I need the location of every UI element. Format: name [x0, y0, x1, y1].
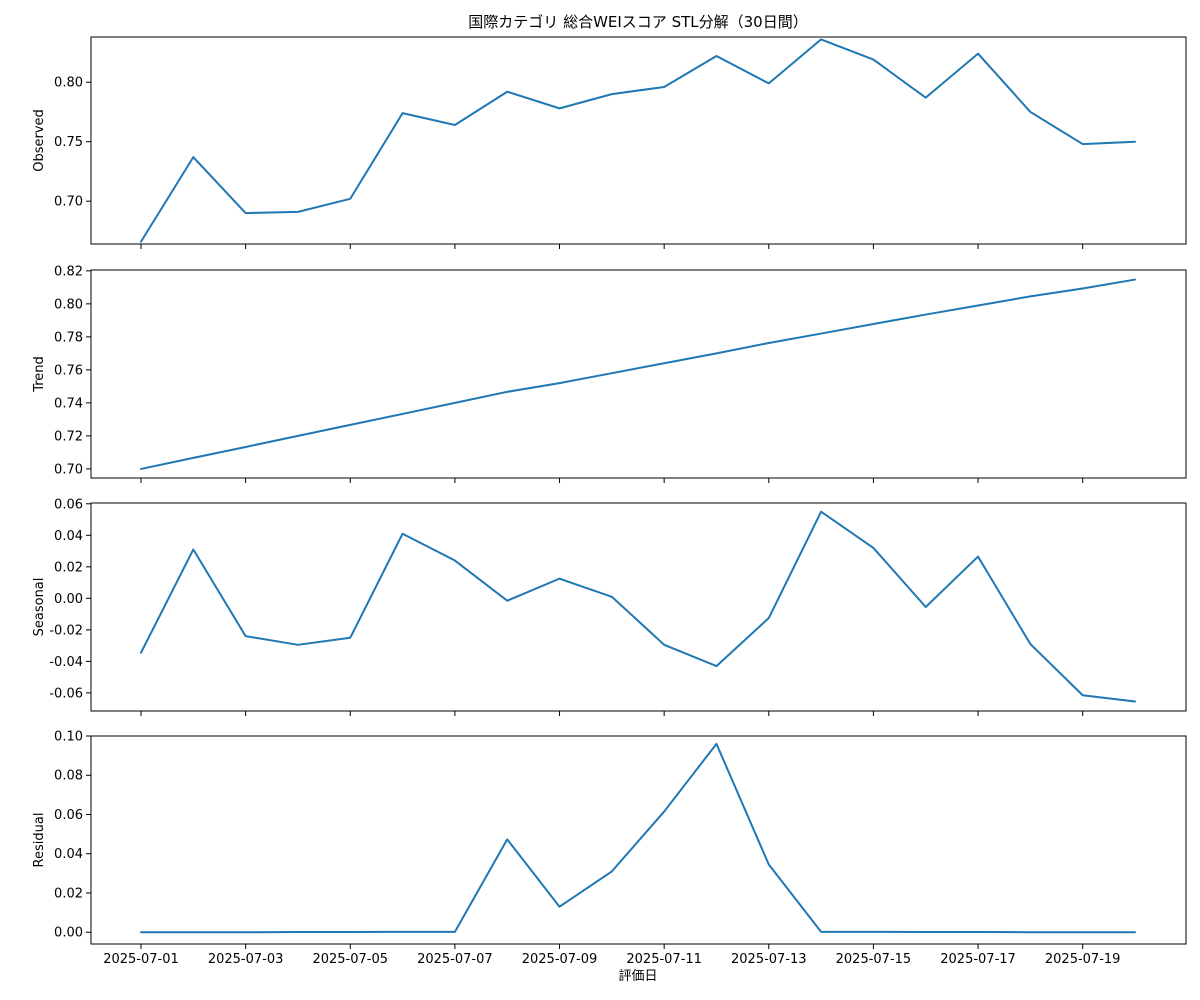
y-tick-label: 0.06	[54, 497, 83, 512]
axes-frame	[90, 269, 1187, 479]
y-tick-label: 0.00	[54, 926, 83, 941]
y-tick-label: 0.06	[54, 808, 83, 823]
axes-frame	[90, 36, 1187, 245]
y-tick-label: -0.04	[49, 655, 83, 670]
x-tick-label: 2025-07-11	[626, 952, 702, 967]
panel-seasonal: -0.06 -0.04 -0.02 0.00 0.02 0.04 0.06 Seasonal	[32, 497, 1187, 716]
x-tick-label: 2025-07-05	[312, 952, 388, 967]
y-tick-label: -0.06	[49, 686, 83, 701]
x-tick-label: 2025-07-13	[731, 952, 807, 967]
axes-frame	[90, 735, 1187, 945]
y-tick-label: 0.74	[54, 396, 83, 411]
series-line-residual	[140, 742, 1136, 934]
y-axis-label: Observed	[32, 109, 47, 172]
axes-frame	[90, 502, 1187, 712]
panel-trend: 0.70 0.72 0.74 0.76 0.78 0.80 0.82 Trend	[32, 264, 1187, 483]
series-line-observed	[140, 38, 1136, 243]
panel-observed: 0.70 0.75 0.80 Observed	[32, 36, 1187, 249]
y-axis-label: Residual	[32, 813, 47, 868]
y-tick-label: 0.04	[54, 847, 83, 862]
y-tick-label: 0.10	[54, 730, 83, 745]
y-tick-label: 0.80	[54, 76, 83, 91]
series-line-trend	[140, 278, 1136, 470]
x-axis-label: 評価日	[618, 969, 657, 984]
y-tick-label: 0.08	[54, 769, 83, 784]
y-tick-label: 0.72	[54, 429, 83, 444]
y-tick-label: 0.76	[54, 363, 83, 378]
y-tick-label: 0.02	[54, 886, 83, 901]
x-tick-label: 2025-07-01	[103, 952, 179, 967]
y-tick-label: 0.70	[54, 462, 83, 477]
x-tick-label: 2025-07-15	[836, 952, 912, 967]
y-tick-label: 0.82	[54, 264, 83, 279]
y-tick-label: -0.02	[49, 623, 83, 638]
x-tick-label: 2025-07-07	[417, 952, 493, 967]
y-tick-label: 0.02	[54, 560, 83, 575]
x-tick-label: 2025-07-09	[522, 952, 598, 967]
x-tick-label: 2025-07-03	[208, 952, 284, 967]
y-tick-label: 0.00	[54, 592, 83, 607]
y-tick-label: 0.70	[54, 195, 83, 210]
chart-title: 国際カテゴリ 総合WEIスコア STL分解（30日間）	[468, 13, 807, 31]
y-tick-label: 0.78	[54, 330, 83, 345]
x-tick-label: 2025-07-17	[940, 952, 1016, 967]
y-tick-label: 0.04	[54, 529, 83, 544]
panel-residual: 0.00 0.02 0.04 0.06 0.08 0.10 2025-07-01 2025-0…	[32, 730, 1187, 967]
y-tick-label: 0.75	[54, 135, 83, 150]
y-axis-label: Trend	[32, 356, 47, 393]
y-axis-label: Seasonal	[32, 578, 47, 637]
x-tick-label: 2025-07-19	[1045, 952, 1121, 967]
series-line-seasonal	[140, 510, 1136, 703]
y-tick-label: 0.80	[54, 297, 83, 312]
